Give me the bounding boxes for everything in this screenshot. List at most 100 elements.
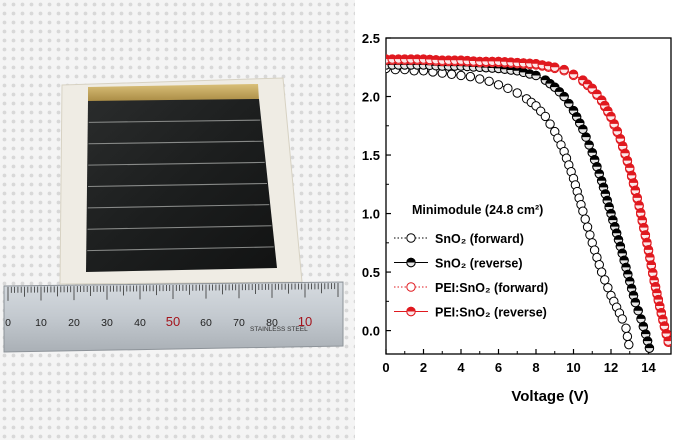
data-point bbox=[622, 331, 633, 342]
y-tick-label: 2.5 bbox=[362, 31, 380, 46]
x-tick-label: 14 bbox=[641, 360, 656, 375]
data-point bbox=[456, 70, 466, 81]
series-4 bbox=[386, 54, 671, 346]
data-point bbox=[582, 222, 593, 232]
data-point bbox=[626, 170, 637, 181]
x-tick-label: 12 bbox=[604, 360, 618, 375]
data-point bbox=[630, 297, 641, 308]
data-point bbox=[645, 252, 655, 263]
data-point bbox=[596, 267, 607, 277]
data-series bbox=[386, 54, 671, 353]
data-point bbox=[646, 260, 657, 270]
series-1 bbox=[386, 63, 634, 350]
ruler: 0 10 20 30 40 50 60 70 80 10 STAINLESS STEEL bbox=[3, 281, 344, 353]
plot-axes: 0 2 4 6 8 10 12 14 0.0 0.5 1.0 1.5 2.0 2.5 bbox=[362, 31, 672, 375]
ruler-number: 0 bbox=[5, 317, 11, 329]
legend-entry: SnO₂ (reverse) bbox=[394, 257, 523, 271]
legend-label: SnO₂ (reverse) bbox=[435, 257, 523, 271]
legend-label: PEI:SnO₂ (reverse) bbox=[435, 306, 547, 320]
data-point bbox=[615, 241, 626, 252]
data-point bbox=[540, 111, 551, 122]
data-point bbox=[564, 98, 574, 109]
data-point bbox=[578, 206, 588, 216]
data-point bbox=[642, 237, 652, 248]
data-point bbox=[661, 328, 671, 339]
data-point bbox=[617, 314, 627, 324]
legend-marker bbox=[406, 233, 416, 243]
data-point bbox=[636, 314, 646, 324]
data-point bbox=[580, 214, 590, 224]
ruler-number: 80 bbox=[266, 317, 278, 329]
data-point bbox=[639, 222, 649, 233]
data-point bbox=[638, 321, 649, 332]
legend-marker bbox=[406, 306, 416, 317]
data-point bbox=[512, 88, 522, 98]
data-point bbox=[624, 339, 634, 350]
scribe-line bbox=[88, 119, 261, 123]
data-point bbox=[663, 336, 671, 346]
x-tick-label: 0 bbox=[382, 360, 389, 375]
ruler-number: 50 bbox=[166, 314, 180, 329]
ruler-number: 20 bbox=[68, 317, 80, 329]
minimodule-photo: 0 10 20 30 40 50 60 70 80 10 STAINLESS STEEL bbox=[0, 0, 355, 440]
data-point bbox=[648, 267, 658, 278]
data-point bbox=[484, 76, 494, 87]
data-point bbox=[550, 62, 560, 72]
data-point bbox=[475, 74, 485, 84]
ruler-number: 30 bbox=[101, 317, 113, 329]
legend-title: Minimodule (24.8 cm²) bbox=[412, 203, 543, 217]
data-point bbox=[568, 69, 579, 79]
legend-label: PEI:SnO₂ (forward) bbox=[435, 281, 548, 295]
legend-entry: PEI:SnO₂ (reverse) bbox=[394, 306, 547, 320]
data-point bbox=[559, 64, 569, 75]
scribe-line bbox=[87, 225, 272, 230]
scribe-line bbox=[88, 140, 263, 145]
data-point bbox=[503, 83, 513, 94]
scribe-line bbox=[87, 182, 268, 188]
x-tick-label: 6 bbox=[495, 360, 502, 375]
data-point bbox=[621, 323, 631, 333]
data-point bbox=[493, 80, 504, 90]
data-point bbox=[465, 71, 476, 82]
ruler-number: 70 bbox=[233, 317, 245, 329]
scribe-line bbox=[87, 204, 270, 209]
y-tick-label: 1.5 bbox=[362, 148, 380, 163]
data-point bbox=[603, 282, 613, 293]
x-tick-label: 10 bbox=[566, 360, 580, 375]
x-axis-label: Voltage (V) bbox=[511, 388, 588, 405]
y-tick-label: 1.0 bbox=[362, 207, 380, 222]
data-point bbox=[585, 230, 595, 240]
legend: Minimodule (24.8 cm²) SnO₂ (forward) SnO₂ … bbox=[394, 203, 548, 320]
legend-marker bbox=[406, 257, 416, 268]
gold-contact-strip bbox=[88, 84, 259, 102]
perovskite-module bbox=[86, 99, 277, 272]
data-point bbox=[644, 343, 655, 353]
y-tick-label: 0.5 bbox=[362, 265, 380, 280]
ruler-number: 40 bbox=[134, 317, 146, 329]
data-point bbox=[578, 124, 588, 134]
jv-curve-chart: 0 2 4 6 8 10 12 14 0.0 0.5 1.0 1.5 2.0 2.5 Minimodule… bbox=[362, 31, 672, 405]
data-point bbox=[620, 148, 630, 158]
ruler-number: 10 bbox=[298, 314, 312, 329]
y-tick-label: 2.0 bbox=[362, 90, 380, 105]
series-2 bbox=[386, 60, 655, 353]
data-point bbox=[545, 119, 555, 129]
y-tick-label: 0.0 bbox=[362, 324, 380, 339]
data-point bbox=[643, 245, 654, 255]
legend-entry: SnO₂ (forward) bbox=[394, 232, 524, 246]
scribe-lines bbox=[87, 119, 274, 252]
legend-label: SnO₂ (forward) bbox=[435, 232, 524, 246]
data-point bbox=[659, 321, 670, 331]
data-point bbox=[446, 69, 457, 79]
data-point bbox=[600, 275, 610, 285]
data-point bbox=[584, 140, 594, 150]
scribe-line bbox=[88, 161, 265, 166]
ruler-number: 10 bbox=[35, 317, 47, 329]
ruler-number: 60 bbox=[200, 317, 212, 329]
data-point bbox=[581, 132, 591, 142]
x-tick-label: 8 bbox=[532, 360, 539, 375]
data-point bbox=[633, 305, 643, 316]
legend-entry: PEI:SnO₂ (forward) bbox=[394, 281, 548, 295]
ruler-brand-label: STAINLESS STEEL bbox=[250, 326, 308, 333]
legend-marker bbox=[406, 282, 416, 292]
